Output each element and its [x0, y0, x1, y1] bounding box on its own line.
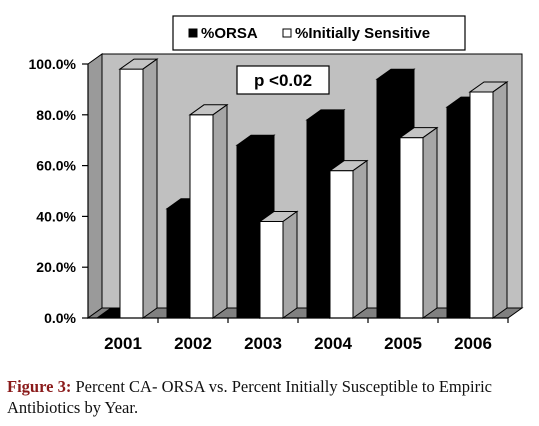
- x-tick-label-2002: 2002: [174, 334, 212, 353]
- figure-caption-text: Percent CA- ORSA vs. Percent Initially S…: [7, 377, 492, 417]
- bar-chart: 0.0%20.0%40.0%60.0%80.0%100.0% 2001 2002 2…: [29, 15, 524, 353]
- legend: %ORSA %Initially Sensitive: [172, 15, 466, 51]
- chart-bars: [95, 58, 509, 319]
- x-tick-label-2005: 2005: [384, 334, 422, 353]
- y-tick-label: 40.0%: [36, 208, 76, 224]
- y-tick-label: 60.0%: [36, 158, 76, 174]
- side-wall: [87, 53, 103, 319]
- y-axis: 0.0% 20.0% 40.0% 60.0% 80.0% 100.0%: [29, 56, 89, 326]
- bar-sensitive-2004: [328, 159, 369, 319]
- annotation-box: p <0.02: [236, 65, 330, 95]
- bar-sensitive-2003: [258, 210, 299, 319]
- x-tick-label-2001: 2001: [104, 334, 142, 353]
- y-tick-label: 80.0%: [36, 107, 76, 123]
- legend-label-orsa: %ORSA: [201, 25, 258, 42]
- y-tick-label: 100.0%: [29, 56, 77, 72]
- bar-sensitive-2006: [468, 80, 509, 319]
- x-tick-label-2003: 2003: [244, 334, 282, 353]
- x-tick-label-2006: 2006: [454, 334, 492, 353]
- legend-swatch-orsa: [188, 28, 198, 38]
- p-value-annotation: p <0.02: [254, 71, 312, 90]
- y-tick-label: 0.0%: [44, 310, 76, 326]
- legend-label-sensitive: %Initially Sensitive: [295, 25, 430, 42]
- legend-swatch-sensitive: [282, 28, 292, 38]
- bar-sensitive-2002: [188, 103, 229, 319]
- x-tick-label-2004: 2004: [314, 334, 352, 353]
- bar-sensitive-2001: [118, 58, 159, 319]
- bar-sensitive-2005: [398, 126, 439, 319]
- y-tick-label: 20.0%: [36, 259, 76, 275]
- figure-label: Figure 3:: [7, 377, 72, 396]
- x-axis: 2001 2002 2003 2004 2005 2006: [88, 317, 509, 353]
- figure-caption: Figure 3: Percent CA- ORSA vs. Percent I…: [7, 376, 535, 418]
